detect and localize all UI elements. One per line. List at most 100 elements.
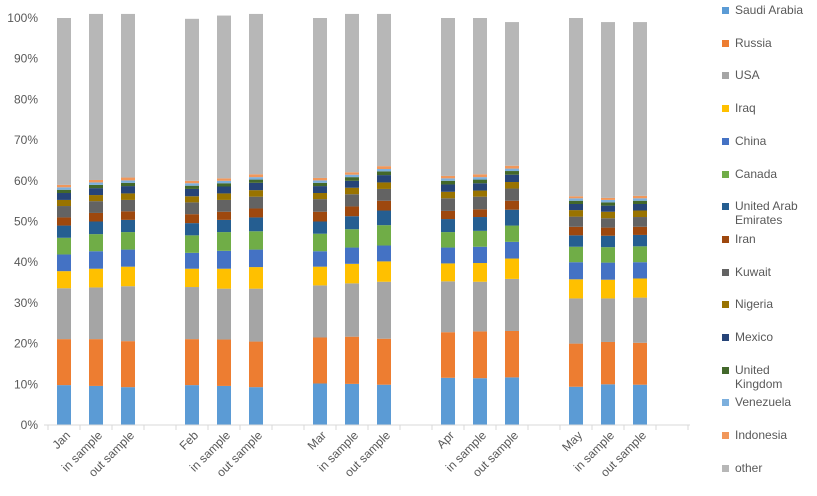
bar-segment-kuwait [249, 196, 263, 209]
bar-segment-nigeria [377, 182, 391, 189]
bar-segment-other [505, 22, 519, 166]
bar-segment-nigeria [345, 187, 359, 195]
bar-segment-russia [569, 343, 583, 387]
bar-segment-other [217, 15, 231, 179]
y-tick-label: 0% [21, 418, 39, 432]
bar-segment-saudi-arabia [121, 387, 135, 425]
bar-segment-iraq [441, 263, 455, 282]
bar-segment-kuwait [89, 201, 103, 213]
legend-label: other [735, 460, 763, 475]
bar-segment-saudi-arabia [57, 385, 71, 425]
bar-segment-kuwait [217, 199, 231, 212]
bar-segment-iran [633, 226, 647, 235]
bar-segment-china [601, 262, 615, 280]
bar-segment-kuwait [313, 199, 327, 212]
legend-swatch [722, 137, 729, 145]
bar-segment-russia [313, 337, 327, 384]
bar-segment-mexico [249, 182, 263, 191]
y-tick-label: 100% [7, 11, 38, 25]
bar-segment-venezuela [121, 180, 135, 183]
bar-segment-united-arab-emirates [89, 221, 103, 235]
bar-segment-united-arab-emirates [473, 217, 487, 231]
bar-segment-other [121, 13, 135, 178]
bar-segment-canada [377, 225, 391, 246]
bar-segment-kuwait [121, 199, 135, 212]
bar-segment-china [473, 246, 487, 264]
y-tick-label: 90% [14, 52, 38, 66]
bar-segment-usa [249, 288, 263, 342]
bar-segment-iraq [377, 261, 391, 282]
bar-segment-venezuela [569, 198, 583, 201]
y-tick-label: 30% [14, 296, 38, 310]
bar-segment-china [89, 251, 103, 269]
bar-segment-usa [57, 288, 71, 340]
bar-segment-mexico [505, 174, 519, 183]
bar-segment-russia [249, 341, 263, 388]
bar-segment-venezuela [633, 198, 647, 201]
bar-segment-usa [633, 297, 647, 343]
bar-segment-united-arab-emirates [377, 210, 391, 226]
bar-segment-saudi-arabia [313, 383, 327, 425]
y-tick-label: 80% [14, 92, 38, 106]
bar-segment-canada [249, 231, 263, 250]
bar-segment-iraq [249, 267, 263, 289]
bar-segment-saudi-arabia [441, 377, 455, 425]
bar-segment-kuwait [185, 202, 199, 215]
bar-segment-saudi-arabia [505, 377, 519, 425]
bar-segment-iraq [569, 279, 583, 299]
bar-segment-venezuela [601, 199, 615, 203]
bar-segment-kuwait [473, 196, 487, 210]
legend-swatch [722, 366, 729, 374]
bar-segment-other [345, 13, 359, 173]
bar-segment-iraq [121, 266, 135, 287]
bar-segment-russia [377, 338, 391, 385]
bar-segment-iraq [185, 268, 199, 288]
legend-label: Mexico [735, 330, 774, 344]
bar-segment-canada [633, 246, 647, 263]
bar-segment-canada [313, 233, 327, 252]
bar-segment-indonesia [217, 178, 231, 181]
bar-segment-iran [217, 211, 231, 220]
bar-segment-united-arab-emirates [441, 219, 455, 233]
bar-segment-venezuela [185, 183, 199, 186]
bar-segment-united-kingdom [89, 184, 103, 189]
bar-segment-usa [601, 298, 615, 342]
bar-segment-nigeria [569, 210, 583, 217]
bar-segment-canada [569, 246, 583, 263]
legend-label: Venezuela [735, 395, 792, 410]
bar-segment-china [441, 247, 455, 264]
bar-segment-mexico [313, 186, 327, 194]
legend-swatch [722, 334, 729, 341]
bar-segment-venezuela [217, 180, 231, 184]
y-tick-label: 60% [14, 174, 38, 188]
bar-segment-nigeria [601, 211, 615, 219]
bar-segment-venezuela [441, 178, 455, 181]
bar-segment-indonesia [441, 175, 455, 179]
bar-segment-united-arab-emirates [345, 216, 359, 230]
bar-segment-iran [249, 208, 263, 218]
legend-label: Iran [735, 231, 756, 246]
bar-segment-mexico [57, 193, 71, 200]
bar-segment-iraq [313, 266, 327, 286]
x-axis [44, 424, 690, 430]
bar-segment-indonesia [505, 165, 519, 169]
bar-segment-united-kingdom [569, 200, 583, 204]
legend-swatch [722, 7, 729, 14]
legend-label: United Arab Emirates [735, 199, 798, 228]
bar-segment-canada [57, 237, 71, 255]
bar-segment-iran [473, 209, 487, 218]
bar-segment-usa [505, 278, 519, 331]
bar-segment-united-kingdom [57, 189, 71, 194]
bar-segment-kuwait [377, 188, 391, 201]
bar-segment-usa [441, 281, 455, 333]
legend-swatch [722, 39, 729, 47]
x-tick-label: Apr [434, 428, 457, 451]
bar-segment-usa [473, 281, 487, 332]
bar-segment-venezuela [249, 177, 263, 180]
bar-segment-mexico [633, 203, 647, 211]
bar-segment-mexico [569, 203, 583, 211]
y-tick-label: 10% [14, 377, 38, 391]
bar-segment-nigeria [217, 193, 231, 200]
